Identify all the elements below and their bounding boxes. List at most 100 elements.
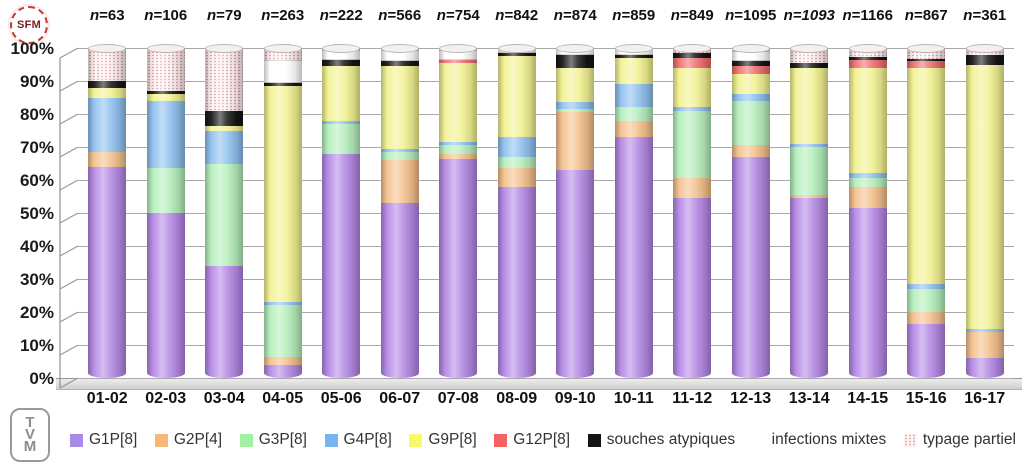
- segment-G4P[8]: [614, 84, 653, 108]
- legend-item-G9P[8]: G9P[8]: [409, 431, 477, 449]
- segment-G1P[8]: [88, 166, 127, 378]
- legend-swatch: [324, 433, 338, 447]
- segment-typage partiel: [205, 48, 244, 111]
- segment-G1P[8]: [497, 186, 536, 378]
- bar-05-06: [322, 48, 361, 378]
- segment-G2P[4]: [731, 145, 770, 157]
- n-label: n=874: [553, 7, 597, 24]
- y-axis-label: 0%: [29, 369, 54, 388]
- legend-swatch: [587, 433, 601, 447]
- segment-souches atypiques: [146, 90, 185, 95]
- segment-G2P[4]: [556, 112, 595, 171]
- segment-infections mixtes: [380, 49, 419, 62]
- segment-G3P[8]: [439, 145, 478, 154]
- legend-item-G2P[4]: G2P[4]: [154, 431, 222, 449]
- x-axis-label: 15-16: [905, 390, 947, 407]
- gridline: [78, 279, 1014, 280]
- bar-top-cap: [556, 43, 595, 53]
- segment-G2P[4]: [965, 331, 1004, 359]
- x-axis-label: 08-09: [496, 390, 538, 407]
- segment-G4P[8]: [88, 97, 127, 152]
- segment-G1P[8]: [380, 203, 419, 378]
- segment-G3P[8]: [907, 288, 946, 312]
- segment-souches atypiques: [205, 110, 244, 126]
- segment-souches atypiques: [673, 52, 712, 58]
- segment-G4P[8]: [146, 100, 185, 169]
- segment-G9P[8]: [88, 87, 127, 98]
- segment-G4P[8]: [380, 148, 419, 152]
- y-axis-label: 100%: [10, 39, 54, 58]
- n-label: n=867: [904, 7, 948, 24]
- gridline: [78, 48, 1014, 49]
- bar-top-cap: [965, 43, 1004, 53]
- segment-G4P[8]: [263, 302, 302, 306]
- x-axis-label: 07-08: [437, 390, 479, 407]
- segment-souches atypiques: [497, 52, 536, 57]
- y-axis-label: 90%: [19, 72, 54, 91]
- segment-G3P[8]: [790, 147, 829, 195]
- segment-G12P[8]: [907, 61, 946, 68]
- n-label: n=263: [261, 7, 305, 24]
- segment-souches atypiques: [88, 81, 127, 88]
- segment-G1P[8]: [439, 158, 478, 378]
- legend-swatch: [752, 433, 766, 447]
- segment-G1P[8]: [731, 156, 770, 378]
- segment-G4P[8]: [673, 107, 712, 111]
- n-label: n=849: [670, 7, 714, 24]
- n-label: n=63: [89, 7, 125, 24]
- n-label: n=106: [144, 7, 188, 24]
- gridline: [78, 213, 1014, 214]
- segment-G9P[8]: [731, 74, 770, 95]
- segment-G4P[8]: [556, 102, 595, 110]
- y-axis-label: 80%: [19, 105, 54, 124]
- y-axis-label: 70%: [19, 138, 54, 157]
- x-axis-label: 10-11: [613, 390, 654, 407]
- segment-G9P[8]: [146, 94, 185, 101]
- segment-G12P[8]: [673, 57, 712, 68]
- n-label: n=859: [612, 7, 656, 24]
- plot-area: [78, 48, 1014, 379]
- segment-G2P[4]: [497, 168, 536, 187]
- bar-top-cap: [907, 43, 946, 53]
- segment-G9P[8]: [205, 125, 244, 131]
- bar-top-cap: [614, 43, 653, 53]
- legend-swatch: [239, 433, 253, 447]
- segment-typage partiel: [263, 48, 302, 60]
- bar-top-cap: [322, 43, 361, 53]
- segment-G1P[8]: [205, 265, 244, 378]
- segment-G2P[4]: [439, 153, 478, 159]
- segment-G3P[8]: [497, 156, 536, 169]
- x-axis-label: 04-05: [262, 390, 304, 407]
- segment-G4P[8]: [965, 328, 1004, 332]
- x-axis-label: 14-15: [847, 390, 889, 407]
- n-label: n=842: [495, 7, 539, 24]
- sfm-logo: SFM: [10, 6, 48, 44]
- bar-top-cap: [439, 43, 478, 53]
- segment-G2P[4]: [380, 160, 419, 204]
- segment-G2P[4]: [263, 356, 302, 365]
- segment-G2P[4]: [88, 151, 127, 167]
- segment-G9P[8]: [439, 62, 478, 143]
- bar-top-cap: [790, 43, 829, 53]
- legend-swatch: [70, 433, 83, 447]
- chart-floor: [56, 378, 1022, 390]
- bar-03-04: [205, 48, 244, 378]
- x-axis-label: 02-03: [145, 390, 187, 407]
- legend-label: infections mixtes: [771, 431, 887, 448]
- segment-G3P[8]: [322, 123, 361, 154]
- segment-infections mixtes: [322, 49, 361, 60]
- segment-G4P[8]: [497, 137, 536, 157]
- segment-typage partiel: [907, 48, 946, 59]
- segment-G3P[8]: [673, 110, 712, 179]
- segment-G1P[8]: [790, 198, 829, 378]
- bar-top-cap: [673, 43, 712, 53]
- n-label: n=361: [963, 7, 1007, 24]
- n-label: n=754: [436, 7, 480, 24]
- segment-G1P[8]: [322, 153, 361, 378]
- segment-G1P[8]: [965, 358, 1004, 378]
- segment-G4P[8]: [790, 143, 829, 147]
- legend-swatch: [494, 433, 508, 447]
- n-label: n=1095: [725, 7, 777, 24]
- x-axis-label: 11-12: [672, 390, 713, 407]
- x-axis-label: 13-14: [788, 390, 830, 407]
